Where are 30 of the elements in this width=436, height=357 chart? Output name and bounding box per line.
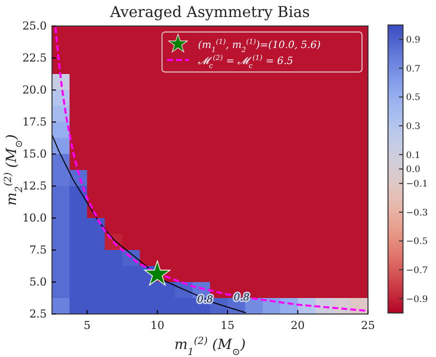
- color-bar-label: −0.1: [406, 180, 428, 190]
- legend-label: (m$_{1}$$^{(1)}$, m$_{2}$$^{(1)}$)=(10.0, 5.6): [198, 38, 321, 54]
- y-tick-label: 17.5: [22, 116, 47, 129]
- color-bar-label: 0.5: [406, 93, 421, 104]
- chart-title: Averaged Asymmetry Bias: [109, 3, 310, 21]
- color-bar-label: 0.3: [406, 122, 421, 132]
- y-tick-label: 12.5: [22, 180, 47, 193]
- y-tick-label: 15.0: [22, 148, 47, 161]
- x-tick-label: 10: [150, 319, 164, 332]
- y-tick-label: 5.0: [29, 276, 47, 289]
- x-tick-label: 5: [84, 319, 91, 332]
- x-tick-label: 25: [361, 319, 375, 332]
- x-tick-label: 15: [220, 319, 235, 332]
- y-tick-label: 20.0: [22, 84, 47, 97]
- x-tick-label: 20: [290, 319, 305, 332]
- color-bar-label: −0.9: [406, 294, 428, 305]
- color-bar-label: −0.5: [406, 237, 428, 248]
- color-bar-label: −0.7: [406, 266, 428, 276]
- x-axis-title: m$_{1}$$^{(2)}$ (M$_{⊙}$): [174, 336, 246, 357]
- y-tick-label: 2.5: [29, 308, 47, 321]
- legend-label: 𝓜$_{c}$$^{(2)}$ = 𝓜$_{c}$$^{(1)}$ = 6.5: [198, 54, 294, 70]
- color-bar-label: 0.1: [406, 150, 420, 161]
- color-bar-label: 0.7: [406, 64, 421, 74]
- y-tick-label: 25.0: [22, 20, 47, 33]
- color-bar-label: 0.9: [406, 36, 421, 46]
- y-tick-label: 10.0: [22, 212, 47, 225]
- y-tick-label: 7.5: [29, 244, 47, 257]
- color-bar-label: 0.0: [406, 165, 421, 176]
- y-tick-label: 22.5: [22, 52, 47, 65]
- color-bar-label: −0.3: [406, 208, 428, 218]
